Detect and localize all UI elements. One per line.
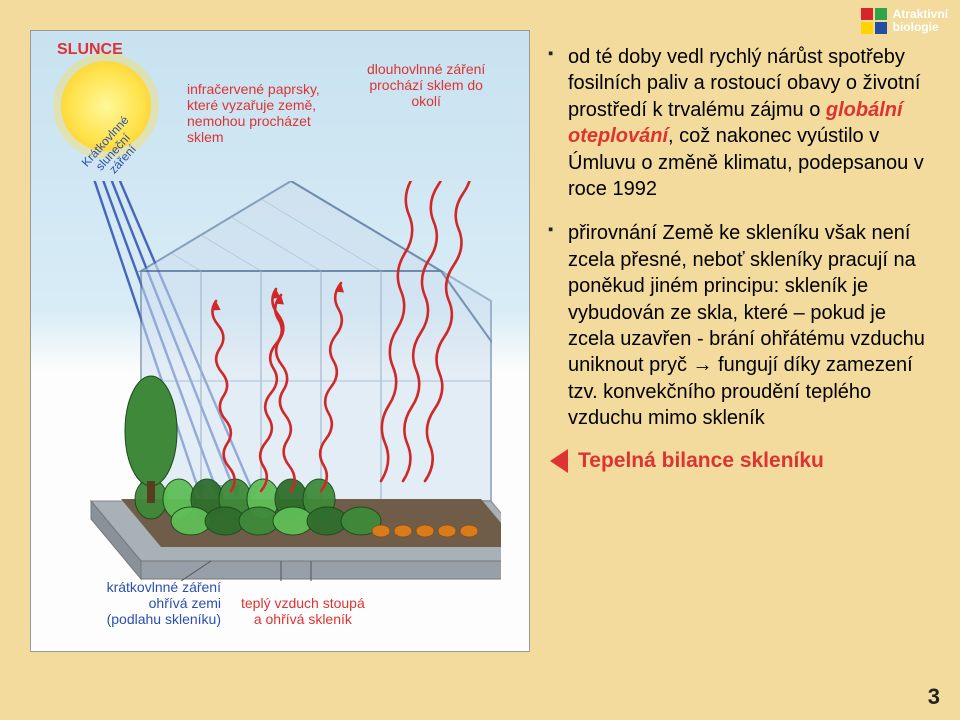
greenhouse-svg xyxy=(81,181,501,581)
bullet-item: přirovnání Země ke skleníku však není zc… xyxy=(546,220,930,431)
caption-text: Tepelná bilance skleníku xyxy=(578,449,824,473)
highlight-term: globální oteplování xyxy=(568,99,903,147)
bullet-list: od té doby vedl rychlý nárůst spotřeby f… xyxy=(546,44,930,431)
left-column: SLUNCE Krátkovlnné sluneční záření infra… xyxy=(0,0,540,720)
infrared-label: infračervené paprsky, které vyzařuje zem… xyxy=(187,81,320,145)
bullet-item: od té doby vedl rychlý nárůst spotřeby f… xyxy=(546,44,930,202)
right-column: od té doby vedl rychlý nárůst spotřeby f… xyxy=(540,0,960,720)
sun-label: SLUNCE xyxy=(57,41,123,59)
arrow-left-icon xyxy=(550,449,568,473)
caption-row: Tepelná bilance skleníku xyxy=(546,449,930,473)
slide: Atraktivní biologie SLUNCE Krátkovlnné s… xyxy=(0,0,960,720)
warm-air-label: teplý vzduch stoupá a ohřívá skleník xyxy=(241,595,365,627)
page-number: 3 xyxy=(928,684,940,710)
greenhouse-illustration: SLUNCE Krátkovlnné sluneční záření infra… xyxy=(30,30,530,652)
shortwave-floor-label: krátkovlnné záření ohřívá zemi (podlahu … xyxy=(51,579,221,627)
longwave-label: dlouhovlnné záření prochází sklem do oko… xyxy=(367,61,485,109)
